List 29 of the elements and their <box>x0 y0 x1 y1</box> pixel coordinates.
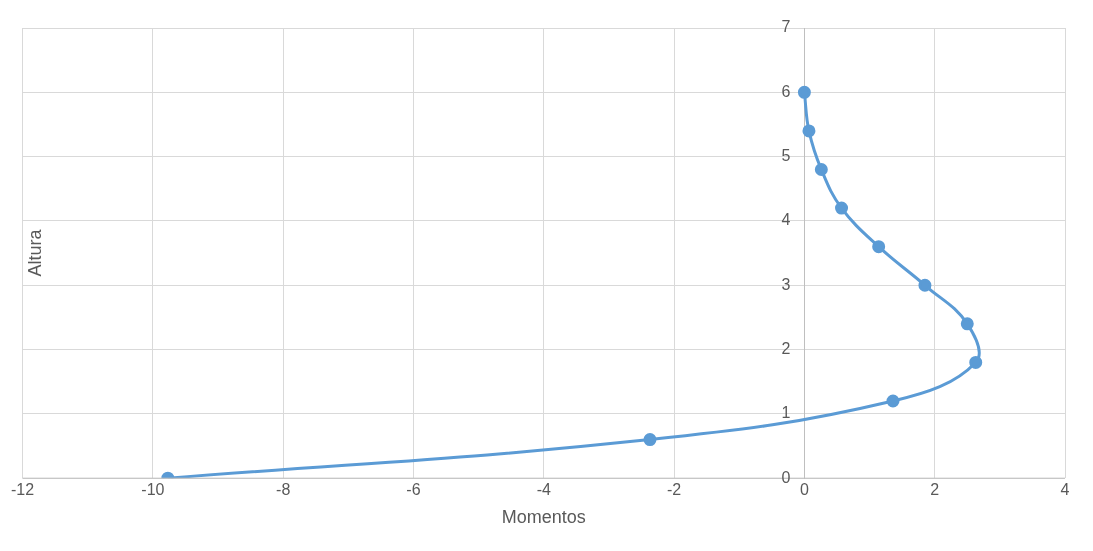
point <box>886 394 900 408</box>
x-tick-label: -6 <box>406 481 421 499</box>
y-tick-label: 6 <box>781 82 791 100</box>
y-tick-label: 1 <box>781 404 791 422</box>
y-tick-label: 0 <box>781 468 791 486</box>
x-tick-label: -12 <box>11 481 35 499</box>
x-tick-label: -10 <box>141 481 165 499</box>
point <box>872 240 886 254</box>
x-tick-label: -2 <box>666 481 682 499</box>
x-axis-title: Momentos <box>501 507 586 528</box>
point <box>643 433 657 447</box>
x-tick-label: -8 <box>276 481 291 499</box>
point <box>835 201 849 215</box>
point <box>797 85 811 99</box>
y-tick-label: 7 <box>781 18 791 36</box>
x-tick-label: -4 <box>536 481 551 499</box>
y-tick-label: 4 <box>781 211 791 229</box>
x-tick-label: 2 <box>930 481 940 499</box>
y-tick-label: 3 <box>781 275 791 293</box>
point <box>802 124 816 138</box>
point <box>814 162 828 176</box>
point <box>918 278 932 292</box>
x-tick-label: 0 <box>799 481 809 499</box>
y-axis-title: Altura <box>24 228 45 277</box>
point <box>960 317 974 331</box>
point <box>969 355 983 369</box>
x-tick-label: 4 <box>1060 481 1070 499</box>
y-tick-label: 2 <box>781 339 791 357</box>
y-tick-label: 5 <box>781 147 791 165</box>
